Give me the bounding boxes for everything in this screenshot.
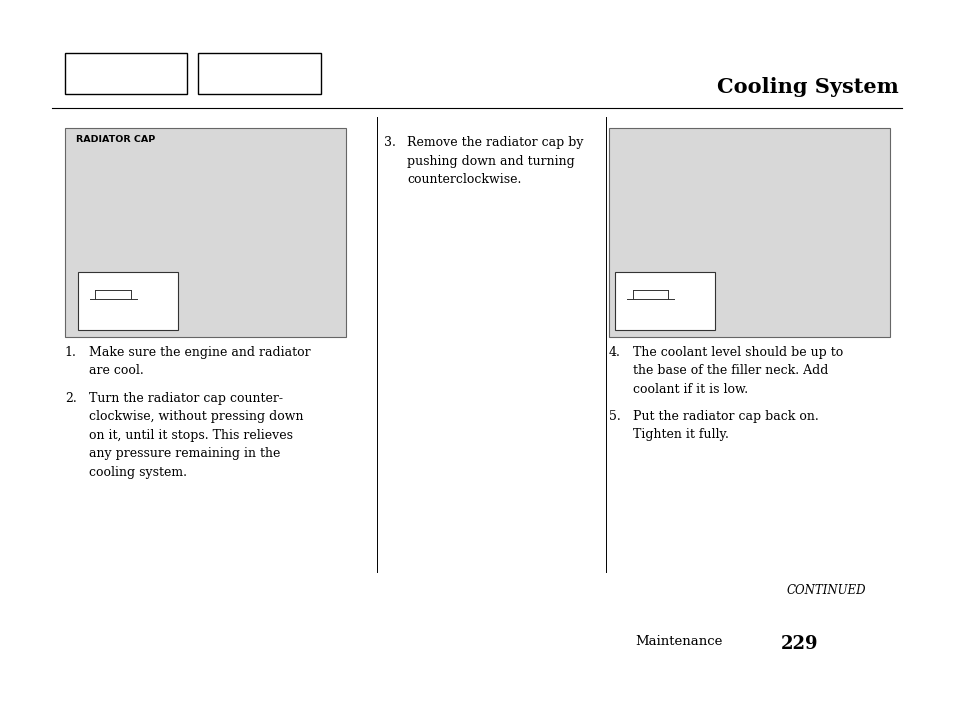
Text: pushing down and turning: pushing down and turning xyxy=(407,155,575,168)
Text: 2.: 2. xyxy=(65,392,76,405)
Text: 229: 229 xyxy=(780,635,817,653)
Text: counterclockwise.: counterclockwise. xyxy=(407,173,521,186)
Text: Tighten it fully.: Tighten it fully. xyxy=(632,428,727,441)
Text: clockwise, without pressing down: clockwise, without pressing down xyxy=(89,410,303,423)
Bar xyxy=(615,272,715,330)
Text: 3.: 3. xyxy=(383,136,395,149)
Bar xyxy=(198,53,320,94)
Text: The coolant level should be up to: The coolant level should be up to xyxy=(632,346,841,359)
Text: 5.: 5. xyxy=(608,410,619,422)
Bar xyxy=(78,272,178,330)
Text: 4.: 4. xyxy=(608,346,619,359)
Text: RADIATOR CAP: RADIATOR CAP xyxy=(76,135,155,144)
Text: are cool.: are cool. xyxy=(89,364,143,377)
Text: CONTINUED: CONTINUED xyxy=(786,584,865,596)
Text: the base of the filler neck. Add: the base of the filler neck. Add xyxy=(632,364,827,377)
Text: on it, until it stops. This relieves: on it, until it stops. This relieves xyxy=(89,429,293,442)
Text: Put the radiator cap back on.: Put the radiator cap back on. xyxy=(632,410,818,422)
Bar xyxy=(608,128,889,337)
Text: coolant if it is low.: coolant if it is low. xyxy=(632,383,747,395)
Text: Maintenance: Maintenance xyxy=(635,635,722,648)
Text: 1.: 1. xyxy=(65,346,76,359)
Bar xyxy=(65,128,346,337)
Text: cooling system.: cooling system. xyxy=(89,466,187,479)
Text: Turn the radiator cap counter-: Turn the radiator cap counter- xyxy=(89,392,282,405)
Text: Remove the radiator cap by: Remove the radiator cap by xyxy=(407,136,583,149)
Text: any pressure remaining in the: any pressure remaining in the xyxy=(89,447,280,460)
Text: Make sure the engine and radiator: Make sure the engine and radiator xyxy=(89,346,310,359)
Bar xyxy=(65,53,187,94)
Text: Cooling System: Cooling System xyxy=(716,77,898,97)
